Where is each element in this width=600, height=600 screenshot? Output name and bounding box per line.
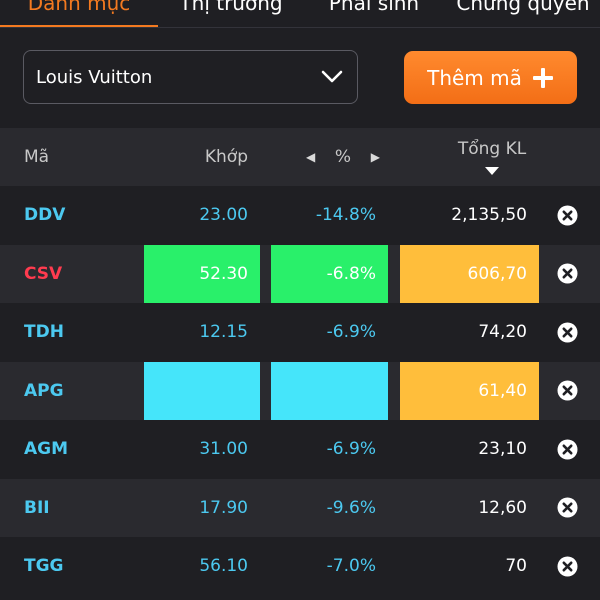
- tab-chung-quyen[interactable]: Chứng quyền: [456, 0, 590, 15]
- row-price: 52.30: [144, 244, 260, 303]
- caret-right-icon[interactable]: ▶: [370, 150, 380, 164]
- table-row[interactable]: DDV 23.00 -14.8% 2,135,50: [0, 186, 600, 245]
- watchlist-select[interactable]: Louis Vuitton: [23, 50, 358, 104]
- close-circle-icon: [557, 497, 577, 518]
- top-tabs: Danh mục Thị trường Phái sinh Chứng quyề…: [0, 0, 600, 28]
- row-price: 17.90: [199, 497, 248, 518]
- remove-row-button[interactable]: [556, 303, 578, 362]
- row-percent: -6.9%: [326, 439, 376, 459]
- remove-row-button[interactable]: [556, 362, 578, 421]
- row-symbol[interactable]: APG: [24, 380, 64, 401]
- close-circle-icon: [557, 380, 577, 401]
- watchlist-select-value: Louis Vuitton: [36, 66, 153, 88]
- table-header: Mã Khớp ◀ % ▶ Tổng KL: [0, 128, 600, 186]
- row-percent: -6.9%: [326, 322, 376, 342]
- row-volume: 74,20: [478, 322, 527, 342]
- row-symbol[interactable]: TDH: [24, 322, 64, 343]
- add-symbol-button[interactable]: Thêm mã: [404, 51, 577, 104]
- row-symbol[interactable]: CSV: [24, 263, 63, 284]
- close-circle-icon: [557, 556, 577, 577]
- header-percent[interactable]: ◀ % ▶: [306, 128, 380, 186]
- close-circle-icon: [557, 439, 577, 460]
- caret-left-icon[interactable]: ◀: [306, 150, 316, 164]
- sort-down-icon: [485, 167, 499, 175]
- table-row[interactable]: APG 61,40: [0, 361, 600, 421]
- tab-phai-sinh[interactable]: Phái sinh: [328, 0, 420, 15]
- row-symbol[interactable]: DDV: [24, 205, 66, 226]
- row-price: [144, 361, 260, 420]
- remove-row-button[interactable]: [556, 420, 578, 479]
- row-price: 23.00: [199, 205, 248, 225]
- row-percent: -14.8%: [315, 205, 376, 225]
- plus-icon: [532, 67, 553, 88]
- row-volume: 2,135,50: [451, 205, 527, 225]
- header-percent-label: %: [334, 147, 352, 167]
- chevron-down-icon: [321, 70, 343, 83]
- remove-row-button[interactable]: [556, 479, 578, 538]
- row-volume: 23,10: [478, 439, 527, 459]
- close-circle-icon: [557, 322, 577, 343]
- row-volume: 12,60: [478, 497, 527, 518]
- header-volume-label: Tổng KL: [457, 139, 527, 159]
- table-row[interactable]: CSV 52.30 -6.8% 606,70: [0, 244, 600, 304]
- close-circle-icon: [557, 263, 577, 284]
- tab-danh-muc[interactable]: Danh mục: [0, 0, 158, 27]
- header-symbol[interactable]: Mã: [24, 147, 50, 167]
- row-symbol[interactable]: BII: [24, 497, 50, 518]
- remove-row-button[interactable]: [556, 537, 578, 596]
- close-circle-icon: [557, 205, 577, 226]
- header-price[interactable]: Khớp: [204, 147, 248, 167]
- row-percent: -6.8%: [271, 244, 388, 303]
- row-price: 12.15: [199, 322, 248, 342]
- row-price: 56.10: [199, 556, 248, 576]
- tab-thi-truong[interactable]: Thị trường: [179, 0, 283, 15]
- row-percent: [271, 361, 388, 420]
- add-symbol-label: Thêm mã: [427, 65, 522, 90]
- row-price: 31.00: [199, 439, 248, 459]
- table-row[interactable]: AGM 31.00 -6.9% 23,10: [0, 420, 600, 479]
- row-symbol[interactable]: AGM: [24, 439, 69, 460]
- table-body: DDV 23.00 -14.8% 2,135,50 CSV 52.30 -6.8…: [0, 186, 600, 596]
- remove-row-button[interactable]: [556, 245, 578, 304]
- row-volume: 606,70: [400, 244, 539, 303]
- row-symbol[interactable]: TGG: [24, 556, 64, 577]
- row-volume: 70: [505, 556, 527, 576]
- row-percent: -9.6%: [326, 497, 376, 518]
- row-volume: 61,40: [400, 361, 539, 420]
- remove-row-button[interactable]: [556, 186, 578, 245]
- table-row[interactable]: TDH 12.15 -6.9% 74,20: [0, 303, 600, 362]
- table-row[interactable]: BII 17.90 -9.6% 12,60: [0, 478, 600, 538]
- header-volume[interactable]: Tổng KL: [440, 128, 544, 186]
- table-row[interactable]: TGG 56.10 -7.0% 70: [0, 537, 600, 596]
- row-percent: -7.0%: [326, 556, 376, 576]
